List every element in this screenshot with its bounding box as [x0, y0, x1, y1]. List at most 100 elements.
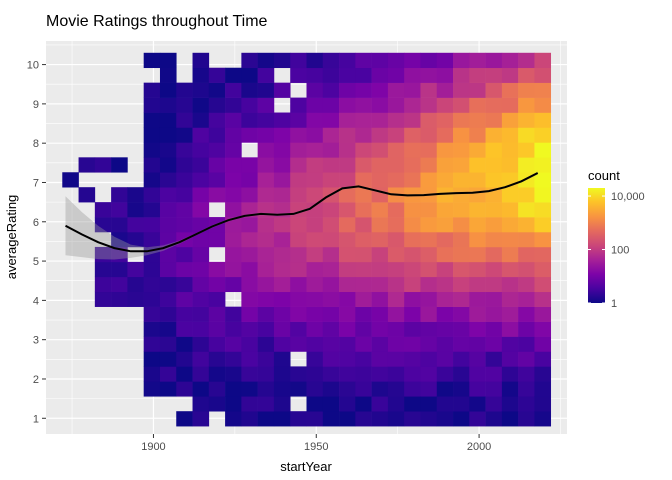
heatmap-tile: [339, 142, 356, 158]
heatmap-tile: [453, 396, 470, 412]
heatmap-tile: [143, 306, 161, 322]
heatmap-tile: [534, 172, 552, 188]
heatmap-tile: [176, 97, 193, 113]
heatmap-tile: [143, 97, 161, 113]
heatmap-tile: [192, 336, 210, 352]
heatmap-tile: [127, 202, 144, 218]
heatmap-tile: [420, 82, 438, 98]
heatmap-tile: [225, 411, 242, 427]
heatmap-tile: [371, 261, 389, 278]
heatmap-tile: [176, 351, 193, 367]
heatmap-tile: [355, 396, 372, 412]
heatmap-tile: [453, 52, 470, 69]
heatmap-tile: [355, 336, 372, 352]
heatmap-tile: [453, 261, 470, 278]
heatmap-tile: [192, 276, 210, 293]
heatmap-tile: [159, 52, 177, 69]
heatmap-tile: [273, 142, 291, 158]
heatmap-tile: [355, 127, 372, 143]
heatmap-tile: [534, 291, 552, 307]
y-tick-label: 5: [33, 256, 39, 268]
heatmap-tile: [143, 231, 161, 248]
heatmap-tile: [176, 172, 193, 188]
heatmap-tile: [192, 142, 210, 158]
heatmap-tile: [404, 396, 421, 412]
heatmap-tile: [111, 291, 128, 307]
heatmap-tile: [241, 231, 258, 248]
heatmap-tile: [257, 291, 275, 307]
heatmap-tile: [322, 261, 340, 278]
heatmap-tile: [485, 217, 503, 233]
heatmap-tile: [192, 396, 210, 412]
heatmap-tile: [420, 276, 438, 293]
heatmap-tile: [485, 231, 503, 248]
heatmap-tile: [192, 187, 210, 203]
heatmap-tile: [420, 366, 438, 382]
heatmap-tile: [159, 381, 177, 397]
heatmap-tile: [241, 306, 258, 322]
heatmap-tile: [501, 142, 519, 158]
heatmap-tile: [534, 187, 552, 203]
heatmap-tile: [143, 112, 161, 128]
heatmap-tile: [501, 276, 519, 293]
heatmap-tile: [322, 396, 340, 412]
heatmap-tile: [290, 321, 307, 337]
heatmap-tile: [176, 127, 193, 143]
heatmap-tile: [208, 142, 226, 158]
heatmap-tile: [469, 172, 486, 188]
heatmap-tile: [273, 306, 291, 322]
heatmap-tile: [518, 396, 535, 412]
heatmap-tile: [339, 396, 356, 412]
heatmap-tile: [355, 366, 372, 382]
heatmap-tile: [404, 127, 421, 143]
heatmap-tile: [241, 67, 258, 83]
heatmap-tile: [371, 411, 389, 427]
heatmap-tile: [225, 202, 242, 218]
heatmap-tile: [306, 321, 324, 337]
heatmap-tile: [127, 291, 144, 307]
x-tick-label: 1900: [141, 441, 165, 453]
heatmap-tile: [62, 172, 79, 188]
heatmap-tile: [387, 321, 405, 337]
heatmap-tile: [94, 246, 112, 263]
heatmap-tile: [225, 336, 242, 352]
heatmap-tile: [241, 217, 258, 233]
heatmap-tile: [453, 381, 470, 397]
heatmap-tile: [192, 127, 210, 143]
heatmap-tile: [192, 97, 210, 113]
heatmap-tile: [225, 366, 242, 382]
chart-title: Movie Ratings throughout Time: [46, 13, 268, 30]
heatmap-tile: [159, 351, 177, 367]
heatmap-tile: [306, 411, 324, 427]
heatmap-tile: [306, 246, 324, 263]
heatmap-tile: [420, 157, 438, 173]
heatmap-tile: [420, 306, 438, 322]
heatmap-tile: [469, 231, 486, 248]
heatmap-tile: [322, 231, 340, 248]
heatmap-tile: [469, 351, 486, 367]
heatmap-tile: [111, 276, 128, 293]
heatmap-tile: [469, 276, 486, 293]
heatmap-tile: [257, 381, 275, 397]
heatmap-tile: [501, 67, 519, 83]
heatmap-tile: [485, 172, 503, 188]
heatmap-tile: [339, 157, 356, 173]
heatmap-tile: [371, 291, 389, 307]
heatmap-tile: [518, 291, 535, 307]
heatmap-tile: [485, 97, 503, 113]
heatmap-tile: [453, 351, 470, 367]
heatmap-tile: [355, 246, 372, 263]
heatmap-tile: [322, 172, 340, 188]
heatmap-tile: [387, 276, 405, 293]
heatmap-tile: [501, 187, 519, 203]
heatmap-tile: [404, 261, 421, 278]
heatmap-tile: [387, 172, 405, 188]
heatmap-tile: [257, 157, 275, 173]
heatmap-tile: [501, 366, 519, 382]
heatmap-tile: [387, 351, 405, 367]
heatmap-tile: [436, 411, 454, 427]
heatmap-tile: [371, 396, 389, 412]
heatmap-tile: [111, 217, 128, 233]
heatmap-tile: [453, 246, 470, 263]
heatmap-tile: [306, 187, 324, 203]
